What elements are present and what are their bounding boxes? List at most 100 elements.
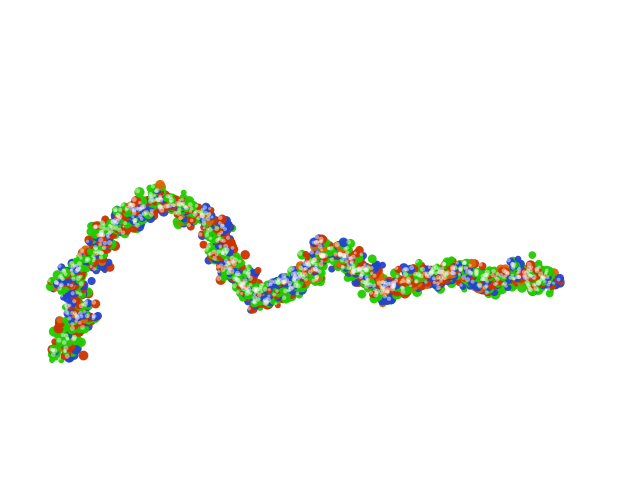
- Point: [326, 265, 337, 273]
- Point: [431, 269, 442, 277]
- Point: [232, 267, 242, 275]
- Point: [545, 289, 555, 297]
- Point: [340, 245, 351, 253]
- Point: [290, 272, 300, 279]
- Point: [243, 286, 253, 293]
- Point: [249, 276, 259, 283]
- Point: [142, 207, 152, 215]
- Point: [195, 209, 205, 216]
- Point: [52, 331, 63, 339]
- Point: [452, 272, 462, 279]
- Point: [60, 316, 70, 324]
- Point: [341, 252, 351, 260]
- Point: [177, 204, 187, 211]
- Point: [285, 283, 295, 290]
- Point: [311, 263, 321, 270]
- Point: [221, 257, 232, 264]
- Point: [462, 276, 472, 284]
- Point: [295, 269, 305, 276]
- Point: [277, 274, 287, 281]
- Point: [90, 251, 100, 258]
- Point: [524, 276, 534, 283]
- Point: [81, 256, 92, 264]
- Point: [76, 266, 86, 274]
- Point: [202, 231, 212, 239]
- Point: [500, 268, 511, 276]
- Point: [167, 203, 177, 211]
- Point: [540, 278, 550, 286]
- Point: [324, 249, 335, 256]
- Point: [274, 289, 284, 297]
- Point: [320, 253, 330, 261]
- Point: [196, 209, 206, 217]
- Point: [410, 272, 420, 280]
- Point: [128, 201, 138, 209]
- Point: [232, 271, 242, 279]
- Point: [157, 196, 167, 204]
- Point: [76, 280, 86, 288]
- Point: [385, 281, 396, 289]
- Point: [402, 267, 412, 275]
- Point: [314, 275, 324, 283]
- Point: [383, 278, 394, 286]
- Point: [259, 289, 269, 297]
- Point: [404, 279, 415, 287]
- Point: [61, 344, 71, 352]
- Point: [510, 274, 520, 281]
- Point: [65, 312, 75, 319]
- Point: [456, 263, 466, 271]
- Point: [397, 284, 408, 291]
- Point: [124, 215, 134, 222]
- Point: [231, 252, 241, 260]
- Point: [193, 205, 203, 213]
- Point: [244, 294, 255, 302]
- Point: [221, 249, 232, 256]
- Point: [507, 268, 517, 276]
- Point: [67, 310, 77, 318]
- Point: [218, 230, 228, 238]
- Point: [292, 289, 303, 297]
- Point: [71, 317, 81, 325]
- Point: [92, 263, 102, 271]
- Point: [212, 221, 223, 229]
- Point: [396, 278, 406, 286]
- Point: [375, 283, 385, 291]
- Point: [482, 276, 492, 284]
- Point: [168, 201, 179, 209]
- Point: [87, 251, 97, 259]
- Point: [232, 256, 242, 264]
- Point: [390, 291, 400, 299]
- Point: [490, 291, 500, 299]
- Point: [273, 289, 284, 297]
- Point: [326, 244, 336, 252]
- Point: [242, 270, 252, 277]
- Point: [362, 280, 372, 288]
- Point: [204, 251, 214, 258]
- Point: [461, 266, 471, 274]
- Point: [274, 288, 284, 296]
- Point: [452, 259, 462, 267]
- Point: [97, 226, 107, 233]
- Point: [180, 202, 191, 209]
- Point: [317, 275, 328, 282]
- Point: [352, 263, 362, 270]
- Point: [209, 256, 220, 264]
- Point: [484, 274, 495, 282]
- Point: [338, 249, 348, 257]
- Point: [223, 264, 233, 272]
- Point: [81, 257, 91, 264]
- Point: [130, 219, 140, 227]
- Point: [234, 280, 244, 288]
- Point: [358, 264, 368, 272]
- Point: [199, 213, 209, 221]
- Point: [76, 272, 86, 280]
- Point: [532, 263, 542, 270]
- Point: [105, 221, 115, 229]
- Point: [351, 279, 361, 287]
- Point: [212, 254, 223, 262]
- Point: [148, 196, 159, 204]
- Point: [228, 275, 239, 282]
- Point: [132, 187, 143, 195]
- Point: [61, 348, 71, 355]
- Point: [104, 232, 115, 240]
